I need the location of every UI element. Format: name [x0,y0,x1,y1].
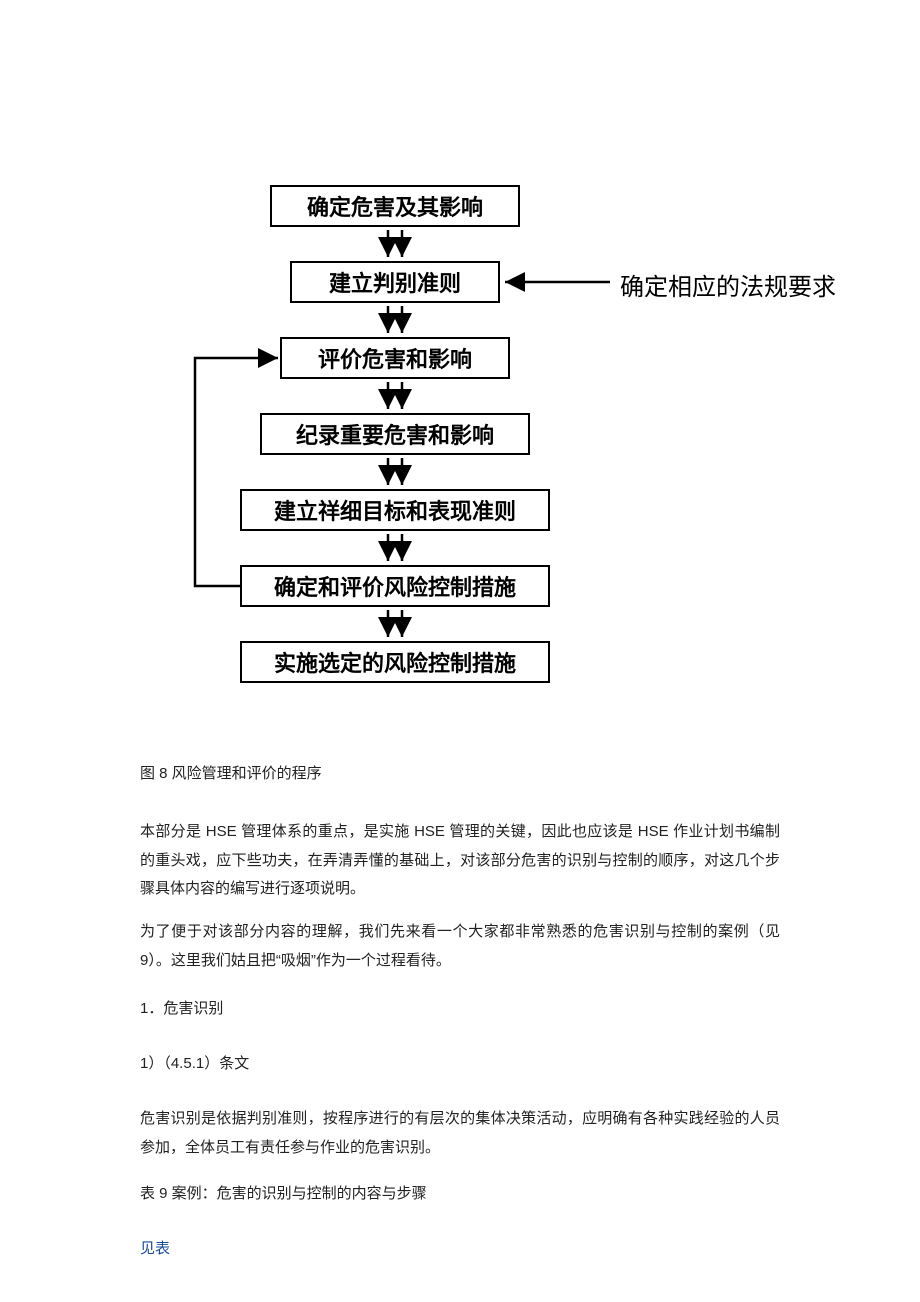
down-arrow-1 [388,230,402,257]
heading-1: 1．危害识别 [140,995,780,1024]
flowchart-node-1: 确定危害及其影响 [270,185,520,227]
flowchart-node-3: 评价危害和影响 [280,337,510,379]
flowchart-node-6: 确定和评价风险控制措施 [240,565,550,607]
node-label: 纪录重要危害和影响 [296,418,494,450]
flowchart-node-4: 纪录重要危害和影响 [260,413,530,455]
flowchart-node-5: 建立祥细目标和表现准则 [240,489,550,531]
node-label: 建立判别准则 [329,266,461,298]
node-label: 建立祥细目标和表现准则 [274,494,516,526]
see-table-link[interactable]: 见表 [140,1235,780,1264]
feedback-line [195,358,278,586]
paragraph-1: 本部分是 HSE 管理体系的重点，是实施 HSE 管理的关键，因此也应该是 HS… [140,818,780,904]
down-arrow-3 [388,382,402,409]
down-arrow-5 [388,534,402,561]
paragraph-3: 危害识别是依据判别准则，按程序进行的有层次的集体决策活动，应明确有各种实践经验的… [140,1105,780,1162]
node-label: 确定危害及其影响 [307,190,483,222]
flowchart-node-2: 建立判别准则 [290,261,500,303]
flowchart-figure: 确定危害及其影响 建立判别准则 评价危害和影响 纪录重要危害和影响 建立祥细目标… [140,185,880,705]
figure-caption: 图 8 风险管理和评价的程序 [140,760,780,789]
node-label: 确定和评价风险控制措施 [274,570,516,602]
side-label: 确定相应的法规要求 [620,267,836,302]
down-arrow-6 [388,610,402,637]
heading-2: 1）（4.5.1）条文 [140,1050,780,1079]
node-label: 实施选定的风险控制措施 [274,646,516,678]
down-arrow-4 [388,458,402,485]
down-arrow-2 [388,306,402,333]
node-label: 评价危害和影响 [318,342,472,374]
paragraph-2: 为了便于对该部分内容的理解，我们先来看一个大家都非常熟悉的危害识别与控制的案例（… [140,918,780,975]
flowchart-node-7: 实施选定的风险控制措施 [240,641,550,683]
paragraph-4: 表 9 案例：危害的识别与控制的内容与步骤 [140,1180,780,1209]
link-text[interactable]: 见表 [140,1240,170,1257]
